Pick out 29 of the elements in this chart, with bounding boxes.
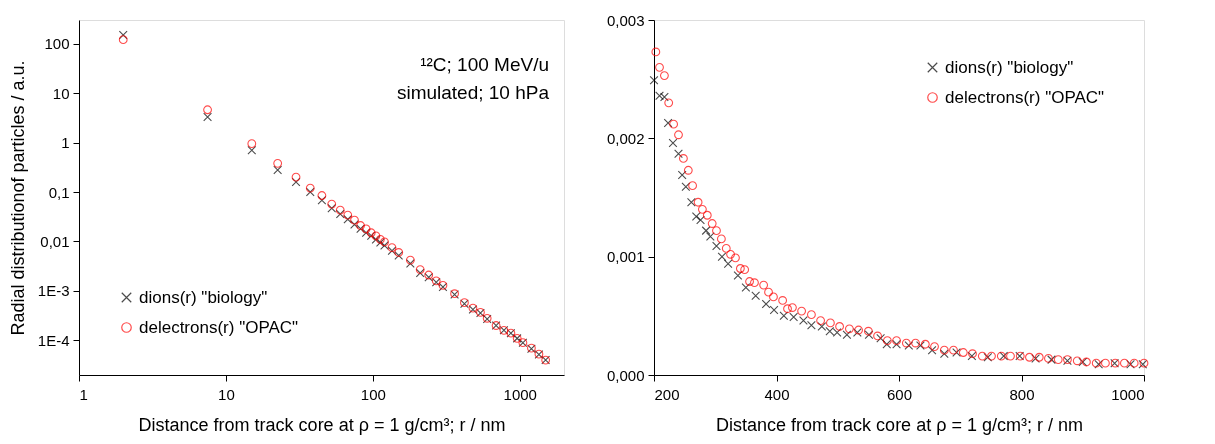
x-tick-label: 10	[218, 385, 235, 403]
y-tick-label: 10	[52, 84, 70, 102]
x-tick-label: 1	[79, 385, 88, 403]
y-axis-title: Radial distributionof particles / a.u.	[7, 60, 28, 336]
x-tick-label: 600	[886, 385, 913, 403]
y-tick-label: 0,002	[606, 129, 645, 147]
x-axis-title: Distance from track core at ρ = 1 g/cm³; r / nm	[138, 414, 506, 435]
y-tick-label: 0,1	[48, 183, 70, 201]
x-tick-label: 1000	[1111, 385, 1145, 403]
x-axis-title: Distance from track core at ρ = 1 g/cm³; r / nm	[716, 414, 1083, 435]
legend-label: delectrons(r) "OPAC"	[139, 317, 299, 337]
x-tick-label: 100	[360, 385, 386, 403]
x-tick-label: 1000	[503, 385, 537, 403]
y-tick-label: 0,01	[40, 232, 70, 250]
y-tick-label: 0,001	[606, 248, 645, 266]
y-tick-label: 0,000	[606, 366, 645, 384]
x-tick-label: 800	[1009, 385, 1035, 403]
y-tick-label: 0,003	[606, 11, 645, 29]
legend-label: dions(r) "biology"	[139, 287, 268, 307]
x-tick-label: 200	[654, 385, 680, 403]
annotation: ¹²C; 100 MeV/u	[420, 54, 549, 75]
x-tick-label: 400	[764, 385, 790, 403]
legend-label: dions(r) "biology"	[945, 57, 1074, 77]
y-tick-label: 1	[61, 134, 70, 152]
y-tick-label: 1E-4	[37, 331, 70, 349]
y-tick-label: 100	[44, 35, 70, 53]
legend-label: delectrons(r) "OPAC"	[945, 87, 1105, 107]
y-tick-label: 1E-3	[37, 282, 70, 300]
annotation: simulated; 10 hPa	[396, 82, 550, 103]
